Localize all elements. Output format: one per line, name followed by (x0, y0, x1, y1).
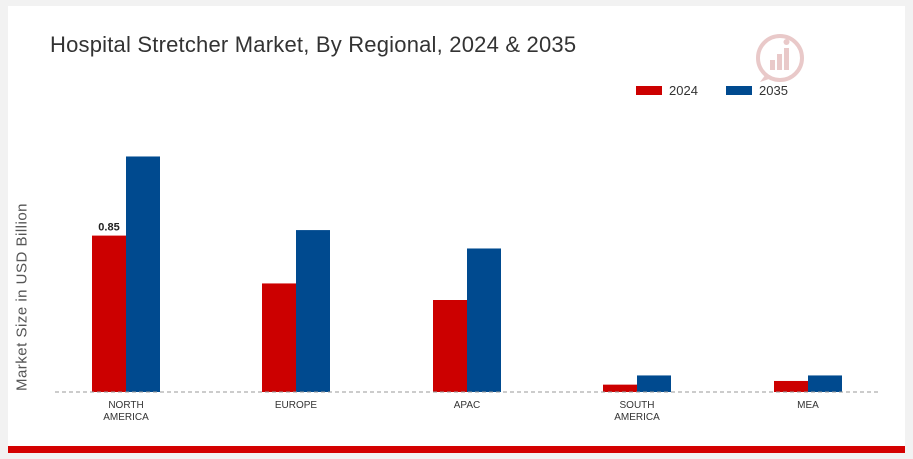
bar-2035-2 (467, 248, 501, 392)
x-tick-label-2: APAC (454, 400, 481, 411)
bar-2024-1 (262, 283, 296, 392)
bar-2035-1 (296, 230, 330, 392)
bar-2024-2 (433, 300, 467, 392)
bottom-accent-bar (8, 446, 905, 453)
legend-swatch-2035 (726, 86, 752, 95)
x-tick-label-0: NORTH AMERICA (103, 400, 149, 423)
bar-2024-4 (774, 380, 808, 392)
x-tick-label-1: EUROPE (275, 400, 318, 411)
legend-label-2024: 2024 (669, 83, 698, 98)
bar-2024-0 (92, 235, 126, 392)
x-tick-label-4: MEA (797, 400, 819, 411)
legend-label-2035: 2035 (759, 83, 788, 98)
bar-2035-4 (808, 375, 842, 392)
data-label-0-0: 0.85 (98, 222, 119, 234)
bar-chart-logo-icon (756, 34, 804, 82)
x-tick-label-3: SOUTH AMERICA (614, 400, 660, 423)
bar-2035-3 (637, 375, 671, 392)
bar-2024-3 (603, 384, 637, 392)
chart-title: Hospital Stretcher Market, By Regional, … (50, 32, 577, 57)
bar-2035-0 (126, 156, 160, 392)
legend-swatch-2024 (636, 86, 662, 95)
